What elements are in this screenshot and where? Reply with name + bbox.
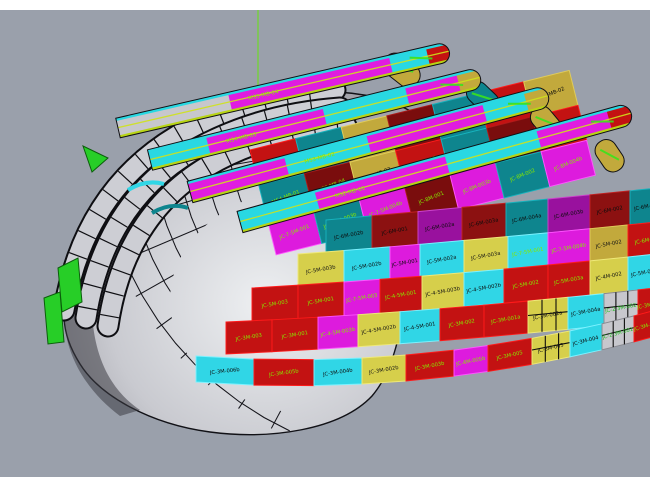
rib-tick <box>112 267 131 276</box>
rib-tick <box>68 252 88 260</box>
rib-tick <box>173 126 185 144</box>
rib-tick <box>201 158 213 176</box>
surface-panel[interactable] <box>463 235 509 275</box>
surface-panel[interactable] <box>421 272 465 311</box>
deck-band-bottom-stripe <box>192 104 552 203</box>
surface-panel[interactable] <box>399 308 441 345</box>
rib-tick <box>124 197 141 210</box>
cyan-accent-sliver <box>126 180 165 192</box>
green-accent-panel[interactable] <box>57 257 83 313</box>
surface-panel[interactable] <box>507 232 549 272</box>
surface-panel[interactable] <box>379 275 423 314</box>
rib-tick <box>100 313 120 319</box>
surface-panel[interactable] <box>253 358 315 387</box>
letterbox-bottom <box>0 477 650 488</box>
rib-tick <box>89 208 107 220</box>
surface-panel[interactable] <box>419 239 465 279</box>
deck-band-stripe <box>117 50 450 129</box>
cyan-accent-sliver <box>150 203 189 215</box>
surface-panel[interactable] <box>463 268 505 308</box>
surface-panel[interactable] <box>627 253 650 292</box>
deck-band[interactable]: MS3-MB-02 <box>186 85 552 204</box>
rib-tick <box>121 245 140 256</box>
surface-panel[interactable] <box>317 314 359 350</box>
surface-panel[interactable] <box>271 316 319 353</box>
window-mullion-lines <box>527 298 569 332</box>
rib-tick <box>105 290 124 297</box>
surface-panel[interactable] <box>405 349 455 382</box>
surface-panel[interactable] <box>325 215 373 255</box>
rib-tick <box>163 187 178 202</box>
deck-band-stripe <box>239 112 632 223</box>
surface-panel[interactable] <box>297 281 345 320</box>
letterbox-top <box>0 0 650 10</box>
surface-panel[interactable] <box>361 354 407 385</box>
rib-tick <box>110 216 128 228</box>
window-mullion-lines <box>531 333 571 362</box>
rib-tick <box>78 305 98 311</box>
surface-panel[interactable] <box>417 206 463 247</box>
surface-panel[interactable] <box>313 357 363 387</box>
rib-tick <box>99 237 118 248</box>
rib-tick <box>133 224 150 236</box>
surface-panel[interactable] <box>251 284 299 323</box>
green-accent-panel[interactable] <box>43 291 65 345</box>
deck-band-bottom-stripe <box>119 58 452 138</box>
window-mullion-lines <box>601 318 635 348</box>
deck-band-stripe <box>149 76 481 161</box>
surface-panel[interactable] <box>547 260 591 300</box>
surface-panel[interactable] <box>503 264 549 304</box>
surface-panel[interactable] <box>371 211 419 251</box>
rib-tick <box>78 230 96 240</box>
surface-panel[interactable] <box>589 224 629 264</box>
deck-band-top-stripe <box>237 102 630 215</box>
surface-panel[interactable] <box>453 344 489 377</box>
surface-panel[interactable] <box>357 311 401 348</box>
surface-panel[interactable] <box>629 187 650 226</box>
deck-panel[interactable] <box>540 139 596 188</box>
deck-finger-tip[interactable] <box>591 136 628 176</box>
surface-panel[interactable] <box>343 278 381 317</box>
surface-panel[interactable] <box>195 355 255 386</box>
rib-tick <box>83 282 103 289</box>
surface-panel[interactable] <box>505 198 549 238</box>
deck-band-stripe <box>189 95 549 193</box>
surface-panel[interactable] <box>461 202 507 242</box>
rib-tick <box>90 259 109 268</box>
surface-panel[interactable] <box>547 194 591 234</box>
surface-panel[interactable] <box>389 243 421 282</box>
rib-tick <box>102 189 119 202</box>
deck-band-top-stripe <box>115 41 448 121</box>
deck-band-bottom-stripe <box>151 85 483 171</box>
surface-panel[interactable] <box>483 300 529 338</box>
deck-band-bottom-stripe <box>242 121 635 233</box>
deck-band-top-stripe <box>147 67 479 153</box>
deck-band-top-stripe <box>187 85 547 185</box>
surface-panel[interactable] <box>589 256 629 296</box>
surface-panel[interactable] <box>633 309 650 343</box>
surface-panel[interactable] <box>589 190 631 230</box>
surface-panel[interactable] <box>439 304 485 342</box>
surface-panel[interactable] <box>225 319 273 355</box>
rib-tick <box>140 178 155 194</box>
surface-panel[interactable] <box>627 221 650 260</box>
surface-panel[interactable] <box>567 293 605 330</box>
rib-tick <box>134 153 149 170</box>
rib-tick <box>117 170 133 185</box>
deck-band[interactable]: MS5-MB-04 <box>115 41 452 139</box>
green-accent-panel[interactable] <box>82 145 109 173</box>
